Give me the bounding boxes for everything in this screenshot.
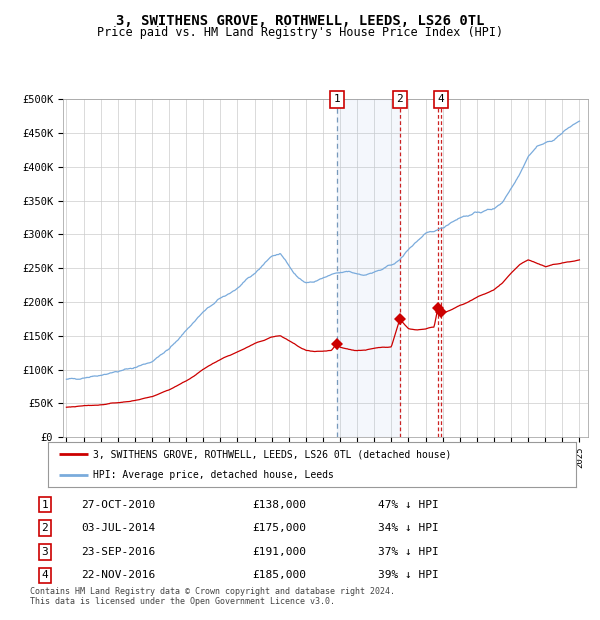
Text: 37% ↓ HPI: 37% ↓ HPI — [378, 547, 439, 557]
Text: 1: 1 — [41, 500, 49, 510]
Text: 2: 2 — [41, 523, 49, 533]
Text: 4: 4 — [41, 570, 49, 580]
Text: Contains HM Land Registry data © Crown copyright and database right 2024.
This d: Contains HM Land Registry data © Crown c… — [30, 587, 395, 606]
Text: HPI: Average price, detached house, Leeds: HPI: Average price, detached house, Leed… — [93, 469, 334, 480]
Text: 1: 1 — [334, 94, 340, 104]
Text: £175,000: £175,000 — [252, 523, 306, 533]
Bar — [337, 99, 400, 437]
Text: 3, SWITHENS GROVE, ROTHWELL, LEEDS, LS26 0TL (detached house): 3, SWITHENS GROVE, ROTHWELL, LEEDS, LS26… — [93, 449, 451, 459]
Text: 34% ↓ HPI: 34% ↓ HPI — [378, 523, 439, 533]
Text: 27-OCT-2010: 27-OCT-2010 — [81, 500, 155, 510]
Text: £138,000: £138,000 — [252, 500, 306, 510]
Text: 23-SEP-2016: 23-SEP-2016 — [81, 547, 155, 557]
Text: 03-JUL-2014: 03-JUL-2014 — [81, 523, 155, 533]
Text: £185,000: £185,000 — [252, 570, 306, 580]
Text: 47% ↓ HPI: 47% ↓ HPI — [378, 500, 439, 510]
Text: 22-NOV-2016: 22-NOV-2016 — [81, 570, 155, 580]
Text: 3: 3 — [41, 547, 49, 557]
Text: £191,000: £191,000 — [252, 547, 306, 557]
Text: 3, SWITHENS GROVE, ROTHWELL, LEEDS, LS26 0TL: 3, SWITHENS GROVE, ROTHWELL, LEEDS, LS26… — [116, 14, 484, 28]
Text: 2: 2 — [397, 94, 403, 104]
Text: 4: 4 — [437, 94, 445, 104]
Text: Price paid vs. HM Land Registry's House Price Index (HPI): Price paid vs. HM Land Registry's House … — [97, 26, 503, 39]
Text: 39% ↓ HPI: 39% ↓ HPI — [378, 570, 439, 580]
